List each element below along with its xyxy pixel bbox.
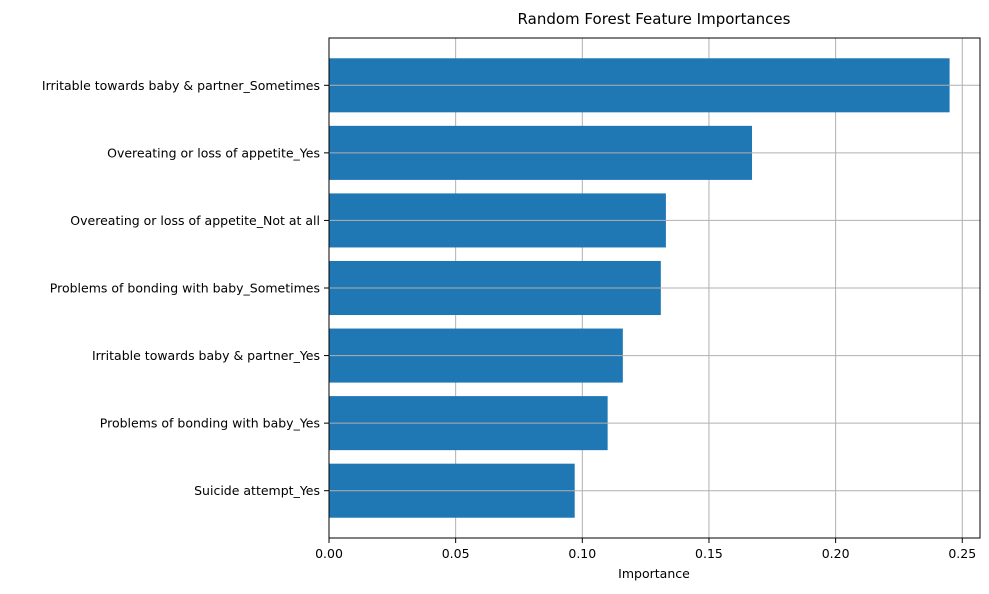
y-category-label: Irritable towards baby & partner_Sometim… xyxy=(42,78,320,93)
y-category-label: Problems of bonding with baby_Sometimes xyxy=(50,281,320,296)
x-tick-label: 0.00 xyxy=(315,546,343,561)
y-category-label: Suicide attempt_Yes xyxy=(194,483,320,498)
x-tick-label: 0.15 xyxy=(695,546,723,561)
x-axis-ticks: 0.00 0.05 0.10 0.15 0.20 0.25 xyxy=(315,538,976,561)
y-category-label: Problems of bonding with baby_Yes xyxy=(100,416,320,431)
x-tick-label: 0.05 xyxy=(442,546,470,561)
x-tick-label: 0.20 xyxy=(822,546,850,561)
chart-title: Random Forest Feature Importances xyxy=(518,10,791,28)
bars xyxy=(329,58,980,518)
y-axis-category-labels: Irritable towards baby & partner_Sometim… xyxy=(42,78,329,498)
x-axis-title: Importance xyxy=(618,566,690,581)
x-tick-label: 0.25 xyxy=(948,546,976,561)
y-category-label: Irritable towards baby & partner_Yes xyxy=(92,348,320,363)
y-category-label: Overeating or loss of appetite_Not at al… xyxy=(70,213,320,228)
y-category-label: Overeating or loss of appetite_Yes xyxy=(107,145,320,160)
x-tick-label: 0.10 xyxy=(568,546,596,561)
